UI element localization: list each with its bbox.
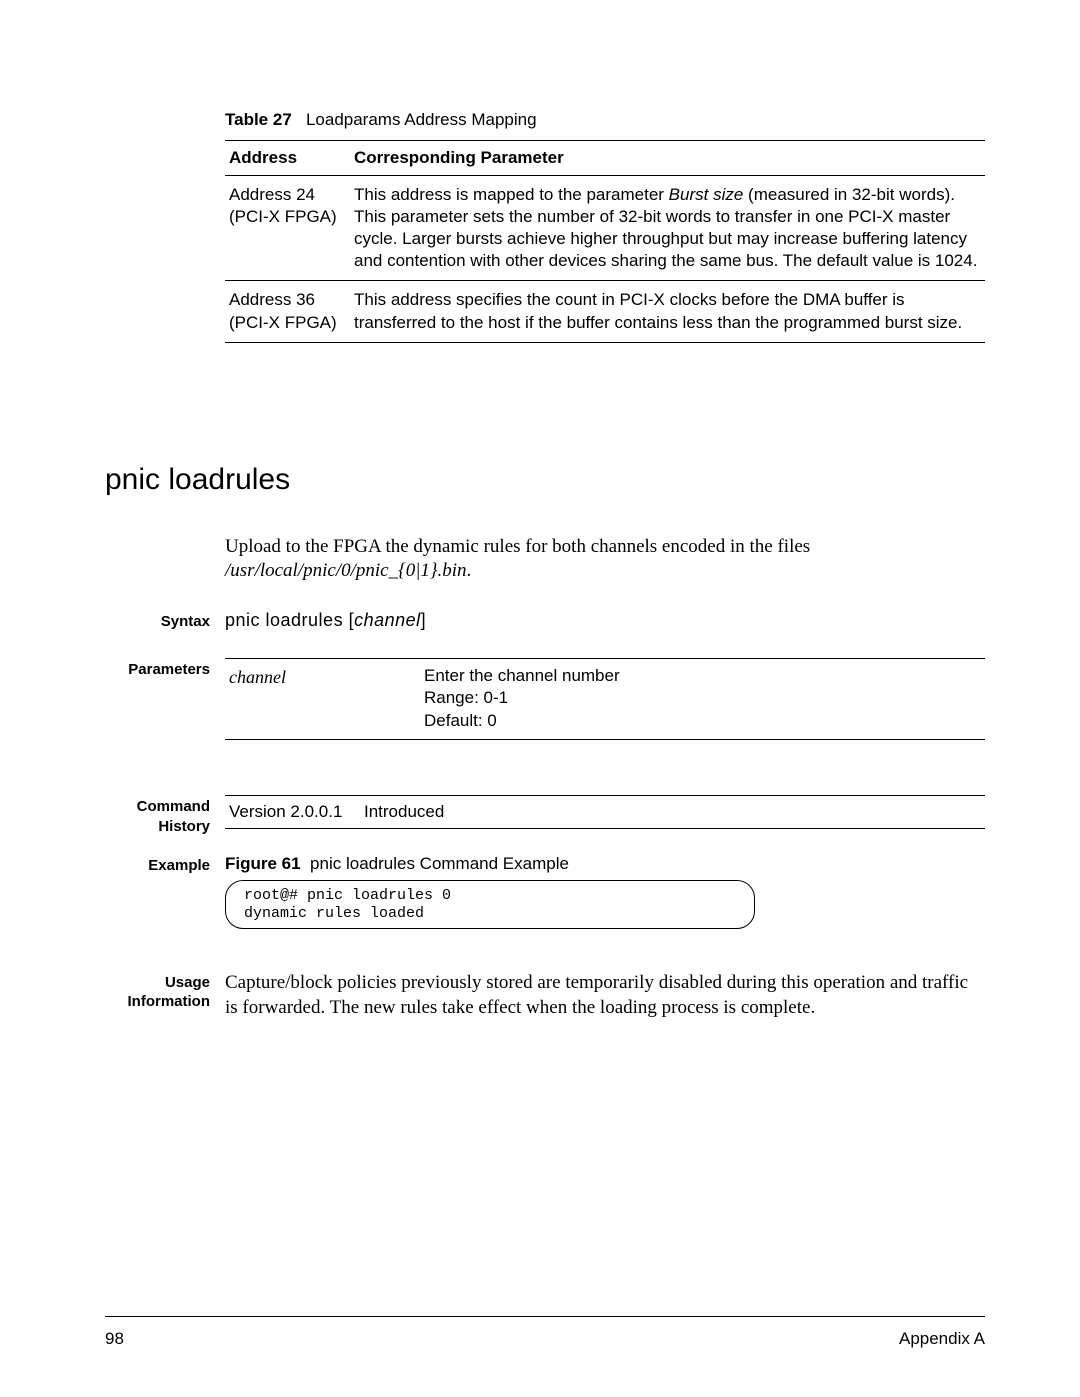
parameters-content: channel Enter the channel number Range: …: [225, 658, 985, 741]
desc-cell: This address is mapped to the parameter …: [350, 176, 985, 281]
param-desc: Enter the channel number Range: 0-1 Defa…: [420, 658, 985, 740]
history-content: Version 2.0.0.1 Introduced: [225, 795, 985, 836]
parameters-label: Parameters: [105, 658, 225, 741]
usage-text: Capture/block policies previously stored…: [225, 971, 985, 1020]
parameters-row: Parameters channel Enter the channel num…: [105, 658, 985, 741]
param-name: channel: [229, 667, 286, 687]
table27-label: Table 27: [225, 110, 292, 129]
appendix-label: Appendix A: [899, 1329, 985, 1349]
table-row: Address 36 (PCI-X FPGA) This address spe…: [225, 281, 985, 342]
address-mapping-table: Address Corresponding Parameter Address …: [225, 140, 985, 343]
usage-label: Usage Information: [105, 971, 225, 1020]
example-row: Example Figure 61 pnic loadrules Command…: [105, 854, 985, 929]
history-note: Introduced: [360, 796, 985, 829]
history-table: Version 2.0.0.1 Introduced: [225, 795, 985, 829]
parameters-table: channel Enter the channel number Range: …: [225, 658, 985, 741]
desc-cell: This address specifies the count in PCI-…: [350, 281, 985, 342]
section-heading: pnic loadrules: [105, 463, 985, 497]
table27-block: Table 27 Loadparams Address Mapping Addr…: [225, 110, 985, 343]
history-version: Version 2.0.0.1: [225, 796, 360, 829]
example-content: Figure 61 pnic loadrules Command Example…: [225, 854, 985, 929]
footer-rule: [105, 1316, 985, 1317]
table27-caption: Table 27 Loadparams Address Mapping: [225, 110, 985, 130]
footer: 98 Appendix A: [105, 1329, 985, 1349]
figure-label: Figure 61: [225, 854, 301, 873]
addr-cell: Address 24 (PCI-X FPGA): [225, 176, 350, 281]
usage-row: Usage Information Capture/block policies…: [105, 971, 985, 1020]
addr-cell: Address 36 (PCI-X FPGA): [225, 281, 350, 342]
syntax-row: Syntax pnic loadrules [channel]: [105, 610, 985, 632]
history-row: Command History Version 2.0.0.1 Introduc…: [105, 795, 985, 836]
col-address: Address: [225, 141, 350, 176]
col-parameter: Corresponding Parameter: [350, 141, 985, 176]
code-example: root@# pnic loadrules 0 dynamic rules lo…: [225, 880, 755, 929]
table-row: Address 24 (PCI-X FPGA) This address is …: [225, 176, 985, 281]
syntax-content: pnic loadrules [channel]: [225, 610, 985, 632]
syntax-label: Syntax: [105, 610, 225, 632]
figure-text: pnic loadrules Command Example: [310, 854, 569, 873]
history-label: Command History: [105, 795, 225, 836]
intro-paragraph: Upload to the FPGA the dynamic rules for…: [225, 535, 985, 584]
figure-caption: Figure 61 pnic loadrules Command Example: [225, 854, 985, 874]
page-number: 98: [105, 1329, 124, 1349]
table27-caption-text: Loadparams Address Mapping: [306, 110, 537, 129]
example-label: Example: [105, 854, 225, 929]
